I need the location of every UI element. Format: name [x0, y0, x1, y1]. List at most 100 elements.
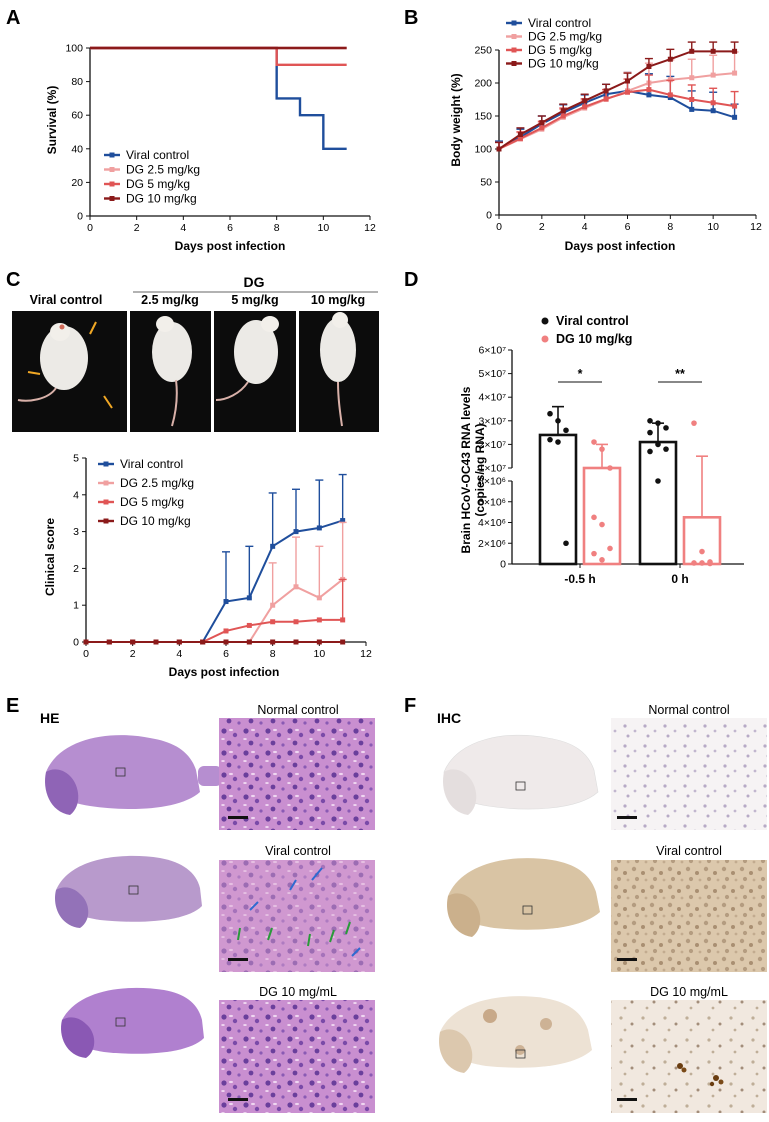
legend-label: Viral control — [556, 314, 629, 328]
ihc-row-label-viral: Viral control — [656, 844, 722, 858]
series-4 — [83, 639, 346, 645]
y-tick-label: 6×10⁷ — [479, 345, 507, 357]
legend-marker — [103, 480, 109, 486]
ihc-micrograph-viral — [611, 860, 767, 972]
he-row-label-viral: Viral control — [265, 844, 331, 858]
he-sagittal-viral — [55, 855, 202, 928]
y-tick-label: 50 — [480, 177, 492, 189]
x-tick-label: 12 — [360, 648, 372, 660]
data-point — [607, 465, 613, 471]
legend-marker — [103, 518, 109, 524]
data-point — [667, 92, 673, 98]
data-point — [603, 96, 609, 102]
legend-label: Viral control — [126, 148, 189, 162]
stain-label-ihc: IHC — [437, 710, 461, 726]
he-micrograph-viral — [219, 860, 375, 972]
data-point — [663, 425, 669, 431]
legend-item: DG 2.5 mg/kg — [98, 476, 194, 490]
bar — [582, 466, 622, 566]
data-point — [655, 420, 661, 426]
data-point — [646, 92, 652, 98]
legend-item: DG 2.5 mg/kg — [506, 30, 602, 44]
data-point — [496, 146, 502, 152]
data-point — [560, 113, 566, 119]
data-point — [223, 628, 229, 634]
y-tick-label: 0 — [500, 559, 506, 571]
data-point — [547, 410, 553, 417]
x-tick-label: 10 — [313, 648, 325, 660]
legend-label: DG 2.5 mg/kg — [528, 30, 602, 44]
stain-label-he: HE — [40, 710, 59, 726]
legend-marker — [103, 461, 109, 467]
data-point — [667, 56, 673, 62]
data-point — [547, 436, 553, 443]
data-point — [246, 595, 252, 601]
he-micrograph-normal — [219, 718, 375, 830]
data-point — [646, 64, 652, 69]
data-point — [710, 72, 716, 78]
data-point — [555, 418, 561, 424]
panel-label-a: A — [6, 7, 20, 29]
y-tick-label: 5×10⁷ — [479, 368, 507, 380]
y-tick-label: 20 — [71, 177, 83, 189]
data-point — [293, 619, 299, 625]
panel-c: C DG Viral control 2.5 mg/kg 5 mg/kg 10 … — [6, 269, 379, 679]
legend-label: Viral control — [120, 457, 183, 471]
data-point — [293, 584, 299, 590]
series-line — [90, 46, 347, 150]
data-point — [691, 560, 697, 566]
legend-marker — [103, 499, 109, 505]
axis-title-y-c: Clinical score — [43, 518, 57, 596]
y-tick-label: 150 — [474, 111, 492, 123]
y-tick-label: 2 — [73, 563, 79, 575]
axes-a: 0 2 4 6 8 10 12 0 20 40 60 80 100 — [65, 43, 376, 235]
photo-label-2-5: 2.5 mg/kg — [141, 293, 199, 307]
data-point — [539, 125, 545, 131]
data-point — [647, 448, 653, 455]
legend-label: DG 5 mg/kg — [126, 177, 190, 191]
y-tick-label: 0 — [73, 637, 79, 649]
legend-label: DG 10 mg/kg — [528, 57, 599, 71]
panel-a: A Survival (%) Days post infection 0 2 4 6 8… — [6, 7, 376, 253]
series-line — [498, 88, 735, 150]
legend-item: DG 10 mg/kg — [98, 514, 191, 528]
data-point — [340, 639, 346, 645]
data-point — [599, 557, 605, 563]
series-2 — [83, 521, 347, 645]
legend-marker — [109, 167, 115, 172]
data-point — [710, 48, 716, 54]
legend-item: Viral control — [104, 148, 189, 162]
axes-b: 0 2 4 6 8 10 12 0 50 100 150 200 250 — [474, 45, 762, 234]
legend-item: Viral control — [98, 457, 183, 471]
y-tick-label: 40 — [71, 143, 83, 155]
legend-label: DG 5 mg/kg — [120, 495, 184, 509]
data-point — [591, 514, 597, 521]
legend-item: DG 10 mg/kg — [104, 192, 197, 206]
axis-title-y-d-line1: Brain HCoV-OC43 RNA levels — [459, 386, 473, 553]
axis-title-y-a: Survival (%) — [45, 86, 59, 155]
legend-marker — [109, 181, 115, 187]
x-tick-label: 12 — [750, 221, 762, 233]
legend-marker — [511, 20, 517, 26]
legend-marker — [541, 317, 549, 325]
legend-marker — [511, 47, 517, 53]
data-point — [646, 87, 652, 93]
axis-title-y-b: Body weight (%) — [449, 73, 463, 166]
data-point — [563, 427, 569, 434]
data-point — [732, 103, 738, 109]
legend-marker — [109, 152, 115, 158]
series-b — [495, 41, 739, 152]
series-c — [83, 473, 347, 645]
y-tick-label: 0 — [486, 210, 492, 222]
x-tick-label: 0 — [87, 222, 93, 234]
legend-item: DG 5 mg/kg — [104, 177, 190, 191]
data-point — [603, 88, 609, 94]
x-tick-label: 4 — [180, 222, 186, 234]
y-tick-label: 2×10⁷ — [479, 439, 507, 451]
data-point — [710, 108, 716, 114]
y-tick-label: 4×10⁷ — [479, 392, 507, 404]
legend-item: Viral control — [506, 16, 591, 30]
series-line — [498, 50, 735, 150]
